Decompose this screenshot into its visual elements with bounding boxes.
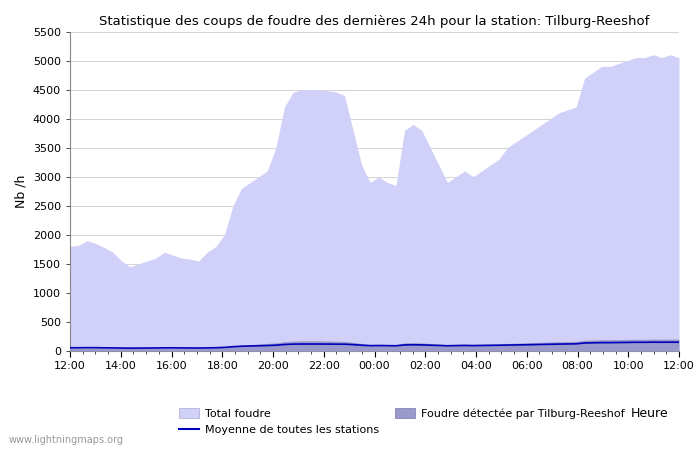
Y-axis label: Nb /h: Nb /h — [14, 175, 27, 208]
Text: Heure: Heure — [631, 407, 668, 420]
Text: www.lightningmaps.org: www.lightningmaps.org — [8, 435, 123, 445]
Legend: Total foudre, Moyenne de toutes les stations, Foudre détectée par Tilburg-Reesho: Total foudre, Moyenne de toutes les stat… — [179, 409, 624, 435]
Title: Statistique des coups de foudre des dernières 24h pour la station: Tilburg-Reesh: Statistique des coups de foudre des dern… — [99, 14, 650, 27]
